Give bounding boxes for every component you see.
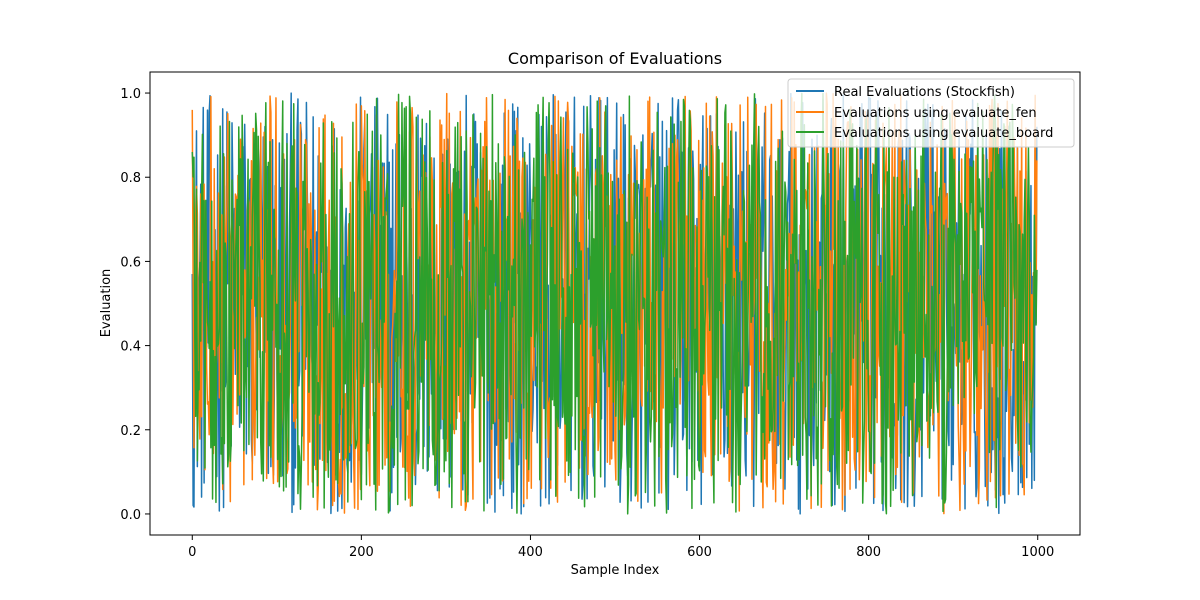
legend: Real Evaluations (Stockfish) Evaluations…	[787, 78, 1075, 148]
y-tick-label: 0.0	[120, 508, 141, 523]
x-tick-label: 1000	[1021, 545, 1054, 560]
x-axis-label: Sample Index	[571, 563, 660, 578]
x-tick-label: 0	[188, 545, 196, 560]
y-tick-label: 1.0	[120, 87, 141, 102]
y-axis-ticks: 0.0 0.2 0.4 0.6 0.8 1.0	[120, 87, 150, 523]
chart-title: Comparison of Evaluations	[508, 49, 722, 68]
x-tick-label: 200	[349, 545, 374, 560]
series-line-3	[191, 92, 1038, 515]
x-tick-label: 400	[518, 545, 543, 560]
x-tick-label: 800	[856, 545, 881, 560]
y-tick-label: 0.2	[120, 424, 141, 439]
legend-box	[787, 78, 1075, 148]
plot-frame	[149, 71, 1081, 536]
legend-label-evaluate-fen: Evaluations using evaluate_fen	[834, 106, 1037, 121]
y-tick-label: 0.4	[120, 340, 141, 355]
y-tick-label: 0.6	[120, 255, 141, 270]
x-tick-label: 600	[687, 545, 712, 560]
legend-label-evaluate-board: Evaluations using evaluate_board	[834, 126, 1053, 141]
y-tick-label: 0.8	[120, 171, 141, 186]
plot-lines	[191, 92, 1038, 515]
x-axis-ticks: 0 200 400 600 800 1000	[188, 535, 1054, 560]
legend-label-stockfish: Real Evaluations (Stockfish)	[834, 85, 1015, 100]
y-axis-label: Evaluation	[99, 269, 114, 338]
